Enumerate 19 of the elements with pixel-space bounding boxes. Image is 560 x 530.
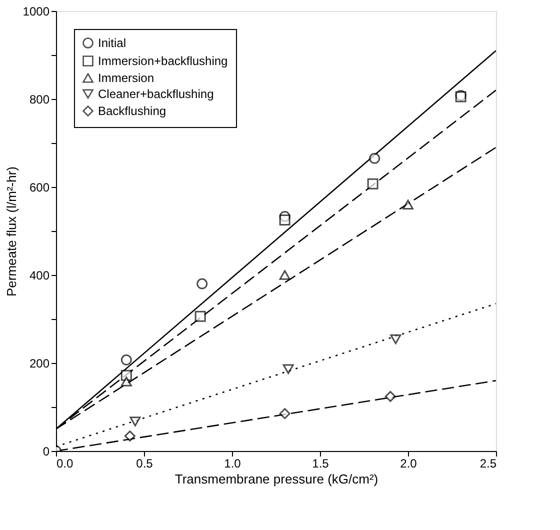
- legend-label: Cleaner+backflushing: [98, 87, 214, 101]
- x-tick-label: 1.5: [312, 456, 330, 470]
- legend-label: Initial: [98, 36, 126, 50]
- y-tick-label: 0: [42, 444, 50, 458]
- x-tick-label: 2.0: [400, 456, 418, 470]
- legend-label: Immersion+backflushing: [98, 54, 228, 68]
- y-axis-title: Permeate flux (l/m²-hr): [4, 166, 19, 297]
- x-tick-label: 0.5: [136, 456, 154, 470]
- legend-label: Immersion: [98, 71, 154, 85]
- x-tick-label: 2.5: [480, 456, 497, 470]
- y-tick-label: 800: [29, 92, 50, 106]
- y-tick-label: 400: [29, 268, 50, 282]
- y-tick-label: 1000: [22, 4, 50, 18]
- legend-label: Backflushing: [98, 104, 166, 118]
- y-tick-label: 600: [29, 180, 50, 194]
- x-tick-label: 1.0: [224, 456, 242, 470]
- y-tick-label: 200: [29, 356, 50, 370]
- x-axis-title: Transmembrane pressure (kG/cm²): [174, 472, 378, 486]
- x-tick-label: 0.0: [56, 456, 74, 470]
